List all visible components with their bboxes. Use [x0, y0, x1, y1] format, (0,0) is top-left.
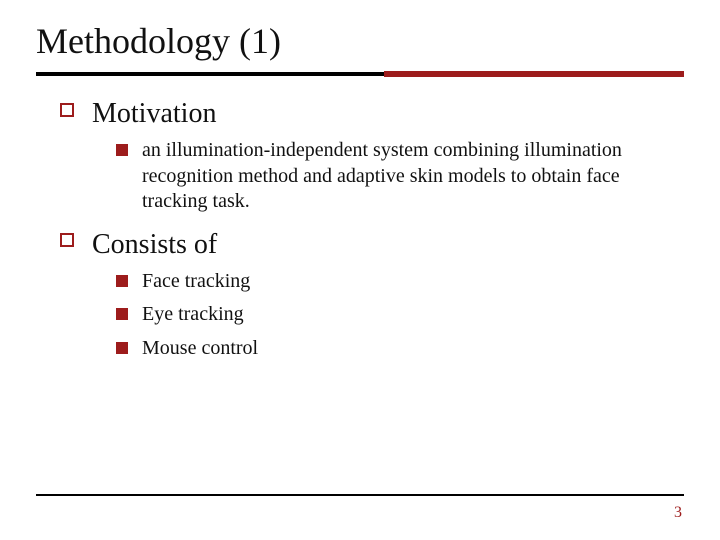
list-item: Eye tracking: [116, 302, 684, 328]
list-item: Face tracking: [116, 269, 684, 295]
filled-square-bullet-icon: [116, 275, 128, 287]
slide: Methodology (1) Motivation an illuminati…: [0, 0, 720, 540]
item-text: an illumination-independent system combi…: [142, 138, 684, 215]
filled-square-bullet-icon: [116, 144, 128, 156]
item-text: Face tracking: [142, 269, 250, 295]
footer-rule: [36, 494, 684, 496]
item-text: Eye tracking: [142, 302, 244, 328]
section-consists-of: Consists of: [60, 229, 684, 261]
section-motivation: Motivation: [60, 98, 684, 130]
item-text: Mouse control: [142, 336, 258, 362]
section-label: Motivation: [92, 98, 216, 129]
filled-square-bullet-icon: [116, 342, 128, 354]
slide-title: Methodology (1): [36, 20, 684, 68]
section-label: Consists of: [92, 229, 217, 260]
list-item: an illumination-independent system combi…: [116, 138, 684, 215]
filled-square-bullet-icon: [116, 308, 128, 320]
outline-square-bullet-icon: [60, 103, 74, 117]
slide-content: Motivation an illumination-independent s…: [36, 98, 684, 362]
page-number: 3: [674, 504, 682, 522]
list-item: Mouse control: [116, 336, 684, 362]
outline-square-bullet-icon: [60, 233, 74, 247]
title-accent-bar: [384, 71, 684, 77]
title-underline: [36, 72, 684, 76]
